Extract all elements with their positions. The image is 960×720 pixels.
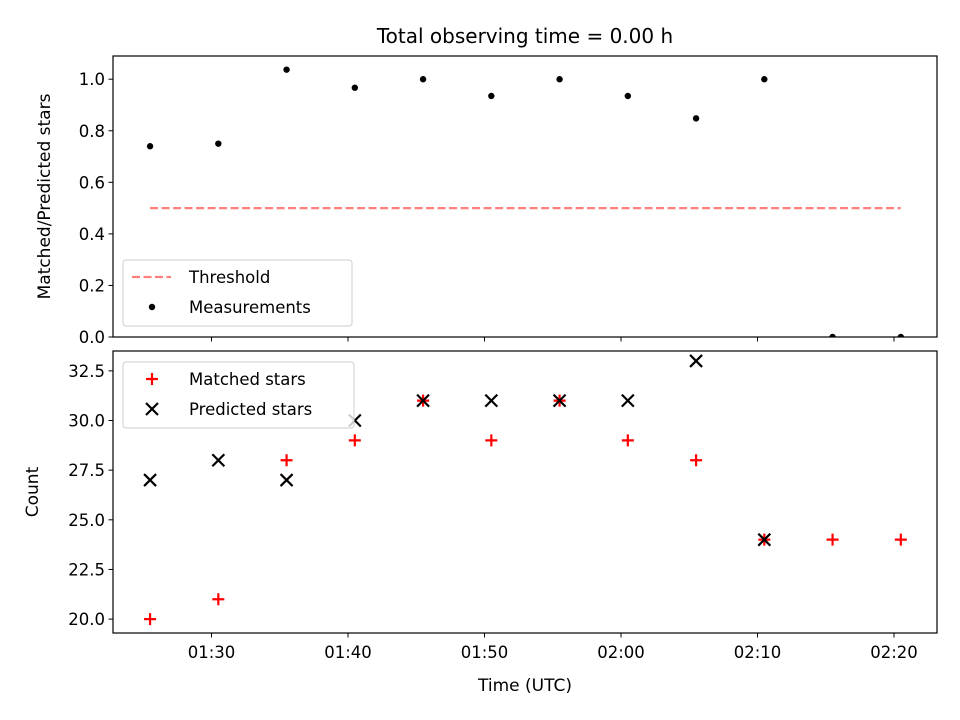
data-point — [351, 84, 359, 91]
y-tick-label: 32.5 — [68, 362, 105, 381]
legend-box — [122, 361, 355, 429]
legend-label: Matched stars — [189, 370, 306, 389]
series-predicted-stars — [143, 354, 772, 547]
data-point — [757, 532, 772, 547]
data-point — [484, 393, 499, 408]
data-point — [416, 393, 430, 408]
series-matched-stars — [144, 394, 907, 626]
axes-frame — [112, 350, 938, 634]
x-tick-label: 02:20 — [870, 643, 918, 662]
y-tick-label: 1.0 — [79, 70, 105, 89]
data-marks — [146, 66, 905, 337]
x-tick-label: 01:40 — [324, 643, 372, 662]
x-tick-label: 01:50 — [461, 643, 509, 662]
y-tick-label: 0.2 — [79, 276, 105, 295]
data-point — [485, 434, 498, 447]
y-tick-label: 22.5 — [68, 560, 105, 579]
y-tick-label: 0.4 — [79, 225, 105, 244]
data-point — [897, 333, 905, 337]
data-point — [419, 76, 427, 83]
data-point — [348, 434, 361, 447]
data-point — [283, 66, 290, 73]
data-point — [279, 473, 294, 487]
axes-frame — [112, 55, 938, 338]
y-tick-label: 27.5 — [68, 461, 105, 480]
data-point — [829, 333, 836, 337]
x-axis-label: Time (UTC) — [477, 676, 572, 696]
legend-swatch — [146, 373, 158, 385]
panel-count: 20.0 22.5 25.0 27.5 30.0 32.5 01:30 01:40 01:50 0… — [23, 350, 938, 696]
data-point — [211, 453, 226, 468]
y-tick-label: 0.6 — [79, 173, 105, 192]
y-tick-label: 30.0 — [68, 412, 105, 431]
y-tick-label: 0.0 — [79, 328, 105, 347]
data-point — [556, 76, 563, 83]
legend-box — [122, 259, 353, 327]
x-tick-label: 01:30 — [188, 643, 236, 662]
x-tick-label: 02:10 — [734, 643, 782, 662]
data-point — [215, 140, 222, 147]
data-point — [621, 393, 635, 408]
legend-swatch — [148, 303, 156, 311]
data-point — [689, 354, 703, 368]
data-point — [144, 613, 157, 626]
data-point — [212, 593, 225, 606]
chart-title: Total observing time = 0.00 h — [376, 24, 673, 48]
y-axis-label: Matched/Predicted stars — [35, 93, 55, 299]
data-point — [621, 434, 634, 447]
series-measurements — [146, 66, 905, 337]
y-tick-label: 0.8 — [79, 122, 105, 141]
data-marks — [143, 354, 907, 626]
data-point — [280, 454, 293, 467]
legend: Threshold Measurements — [122, 259, 353, 327]
y-tick-label: 25.0 — [68, 511, 105, 530]
data-point — [894, 533, 907, 546]
data-point — [488, 92, 495, 100]
data-point — [692, 115, 700, 122]
data-point — [761, 76, 768, 83]
data-point — [826, 533, 839, 546]
x-tick-label: 02:00 — [597, 643, 645, 662]
data-point — [552, 393, 567, 408]
data-point — [624, 92, 632, 100]
data-point — [690, 454, 703, 467]
y-axis-label: Count — [23, 466, 43, 517]
legend-swatch — [145, 402, 159, 416]
legend-label: Threshold — [188, 268, 270, 287]
legend-label: Measurements — [189, 298, 311, 317]
legend-label: Predicted stars — [189, 400, 312, 419]
panel-ratio: 0.0 0.2 0.4 0.6 0.8 1.0 Matched/Predicted star… — [35, 24, 938, 347]
data-point — [146, 143, 154, 150]
y-tick-label: 20.0 — [68, 610, 105, 629]
data-point — [143, 473, 157, 487]
legend: Matched stars Predicted stars — [122, 361, 355, 429]
